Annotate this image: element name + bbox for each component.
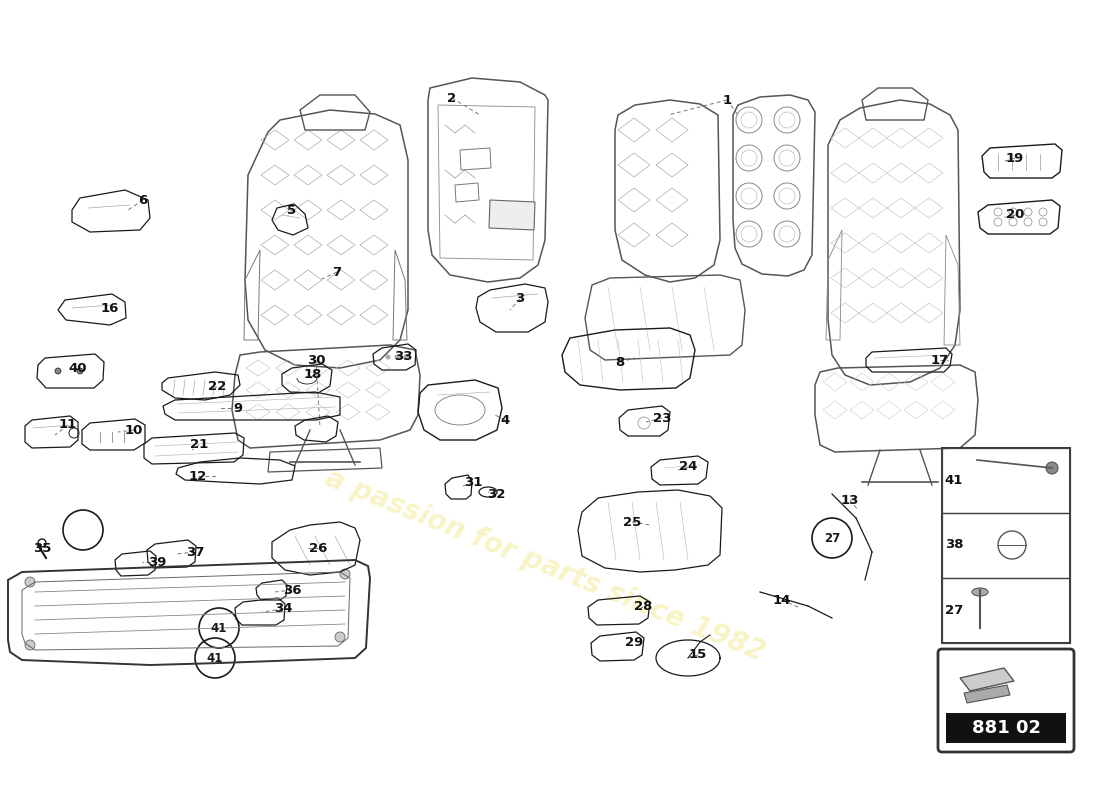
Text: 28: 28: [634, 601, 652, 614]
Bar: [946, 713, 1066, 743]
Bar: [942, 513, 1070, 578]
Text: 4: 4: [500, 414, 509, 426]
Text: a passion for parts since 1982: a passion for parts since 1982: [321, 464, 769, 666]
Text: 21: 21: [190, 438, 208, 451]
Text: 33: 33: [394, 350, 412, 362]
Text: 32: 32: [487, 487, 505, 501]
Circle shape: [25, 577, 35, 587]
Circle shape: [1046, 462, 1058, 474]
Text: 12: 12: [189, 470, 207, 482]
Circle shape: [385, 354, 390, 359]
Text: 34: 34: [274, 602, 293, 615]
Text: 39: 39: [147, 555, 166, 569]
Text: 23: 23: [652, 411, 671, 425]
Bar: [942, 448, 1070, 643]
Text: 41: 41: [207, 651, 223, 665]
Circle shape: [404, 354, 408, 359]
Text: 5: 5: [287, 203, 297, 217]
Circle shape: [340, 569, 350, 579]
Text: 9: 9: [233, 402, 243, 414]
Circle shape: [25, 640, 35, 650]
Text: 8: 8: [615, 355, 625, 369]
Text: 881 02: 881 02: [971, 719, 1041, 737]
Circle shape: [336, 632, 345, 642]
Text: 27: 27: [824, 531, 840, 545]
Text: 38: 38: [945, 538, 964, 551]
Text: 40: 40: [68, 362, 87, 374]
Circle shape: [395, 354, 399, 359]
Text: 2: 2: [448, 91, 456, 105]
Text: 30: 30: [307, 354, 326, 366]
Text: 16: 16: [101, 302, 119, 314]
Text: 17: 17: [931, 354, 949, 366]
Text: 19: 19: [1005, 151, 1024, 165]
Text: 10: 10: [124, 423, 143, 437]
Text: 18: 18: [304, 369, 322, 382]
Text: 29: 29: [625, 637, 644, 650]
Polygon shape: [490, 200, 535, 230]
Text: 41: 41: [211, 622, 228, 634]
Bar: [942, 578, 1070, 643]
Text: 35: 35: [33, 542, 52, 554]
Text: 31: 31: [464, 477, 482, 490]
Text: 6: 6: [139, 194, 147, 206]
Bar: [942, 448, 1070, 513]
FancyBboxPatch shape: [938, 649, 1074, 752]
Text: 20: 20: [1005, 209, 1024, 222]
Text: 7: 7: [332, 266, 342, 278]
Text: 26: 26: [309, 542, 327, 554]
Polygon shape: [964, 685, 1010, 703]
Text: 24: 24: [679, 461, 697, 474]
Text: 1: 1: [723, 94, 732, 106]
Text: 3: 3: [516, 293, 525, 306]
Text: 36: 36: [283, 583, 301, 597]
Text: 11: 11: [59, 418, 77, 431]
Text: 27: 27: [945, 603, 964, 617]
Text: 13: 13: [840, 494, 859, 506]
Text: 22: 22: [208, 381, 227, 394]
Ellipse shape: [972, 588, 988, 596]
Text: 15: 15: [689, 649, 707, 662]
Text: 37: 37: [186, 546, 205, 558]
Text: 41: 41: [945, 474, 964, 486]
Text: 25: 25: [623, 515, 641, 529]
Polygon shape: [960, 668, 1014, 691]
Circle shape: [77, 368, 82, 374]
Text: 14: 14: [773, 594, 791, 606]
Circle shape: [55, 368, 60, 374]
